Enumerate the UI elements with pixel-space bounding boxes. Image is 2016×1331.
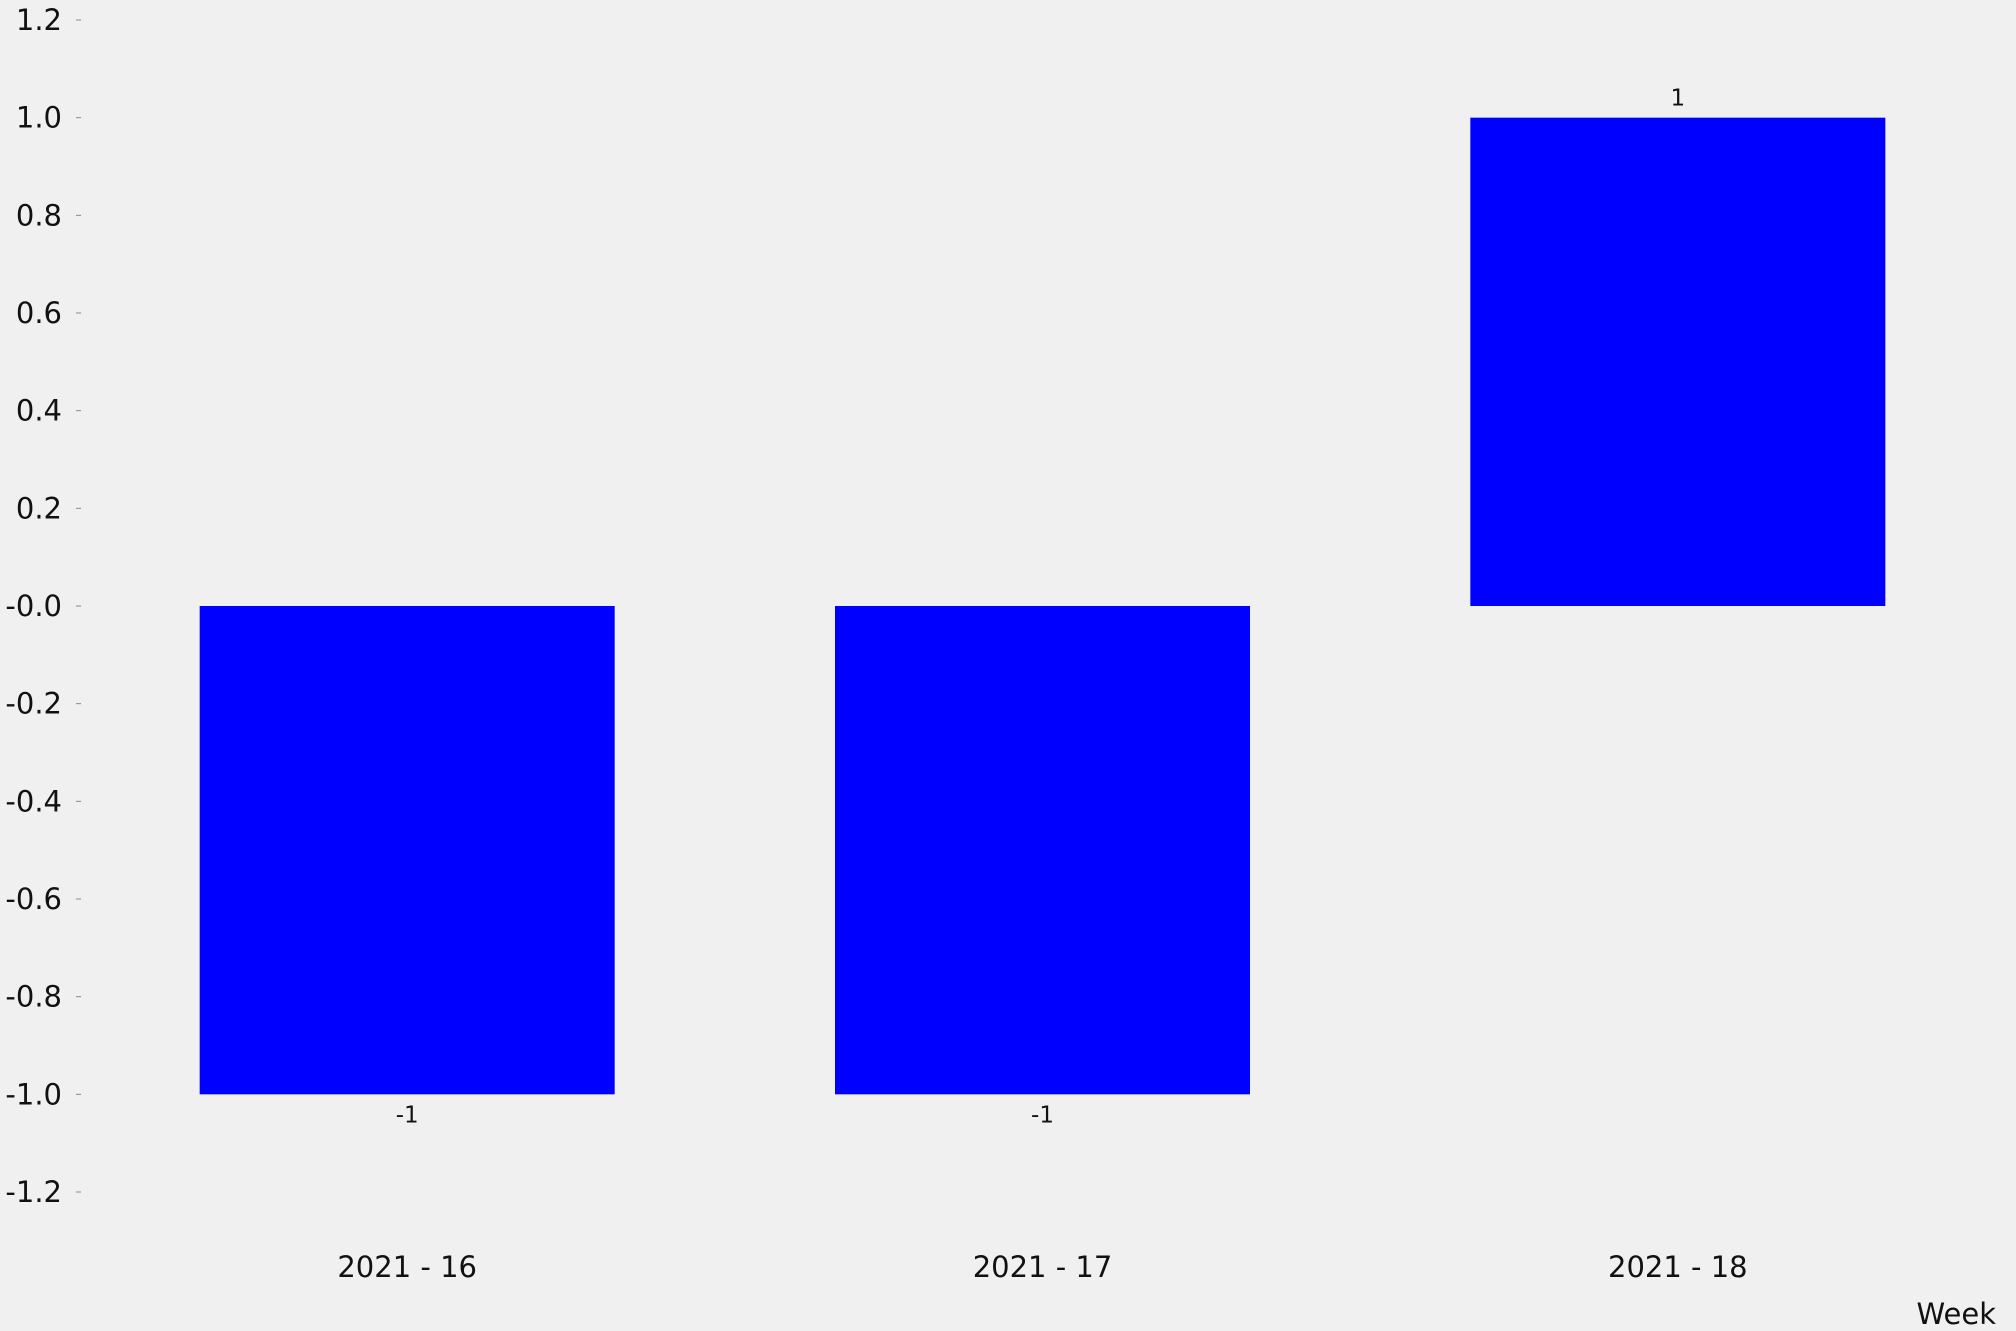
y-axis: 1.2 1.0 0.8 0.6 0.4 0.2 -0.0 -0.2 -0.4 -0.6 -0.8 -1… [5,3,81,1209]
bar-value-label: -1 [1031,1102,1054,1128]
y-tick-label: -0.0 [5,589,62,623]
y-tick-label: -0.6 [5,882,62,916]
x-axis: 2021 - 16 2021 - 17 2021 - 18 [337,1250,1747,1284]
y-tick-label: -0.8 [5,980,62,1014]
x-tick-label: 2021 - 17 [973,1250,1113,1284]
bar-value-label: -1 [396,1102,419,1128]
y-tick-label: 1.2 [16,3,62,37]
y-tick-label: 0.2 [16,491,62,525]
y-tick-label: 0.6 [16,296,62,330]
y-tick-label: 1.0 [16,101,62,135]
y-tick-label: -0.2 [5,687,62,721]
bar-value-label: 1 [1671,86,1686,112]
y-tick-label: 0.4 [16,394,62,428]
bar [1470,117,1886,607]
y-tick-label: 0.8 [16,198,62,232]
bars [199,117,1886,1095]
y-tick-label: -1.0 [5,1077,62,1111]
bar [199,606,615,1095]
x-axis-title: Week [1917,1297,1997,1331]
bar [835,606,1250,1095]
y-tick-label: -0.4 [5,784,62,818]
bar-value-labels: -1 -1 1 [396,86,1685,1129]
x-tick-label: 2021 - 16 [337,1250,477,1284]
x-tick-label: 2021 - 18 [1608,1250,1748,1284]
y-tick-label: -1.2 [5,1175,62,1209]
